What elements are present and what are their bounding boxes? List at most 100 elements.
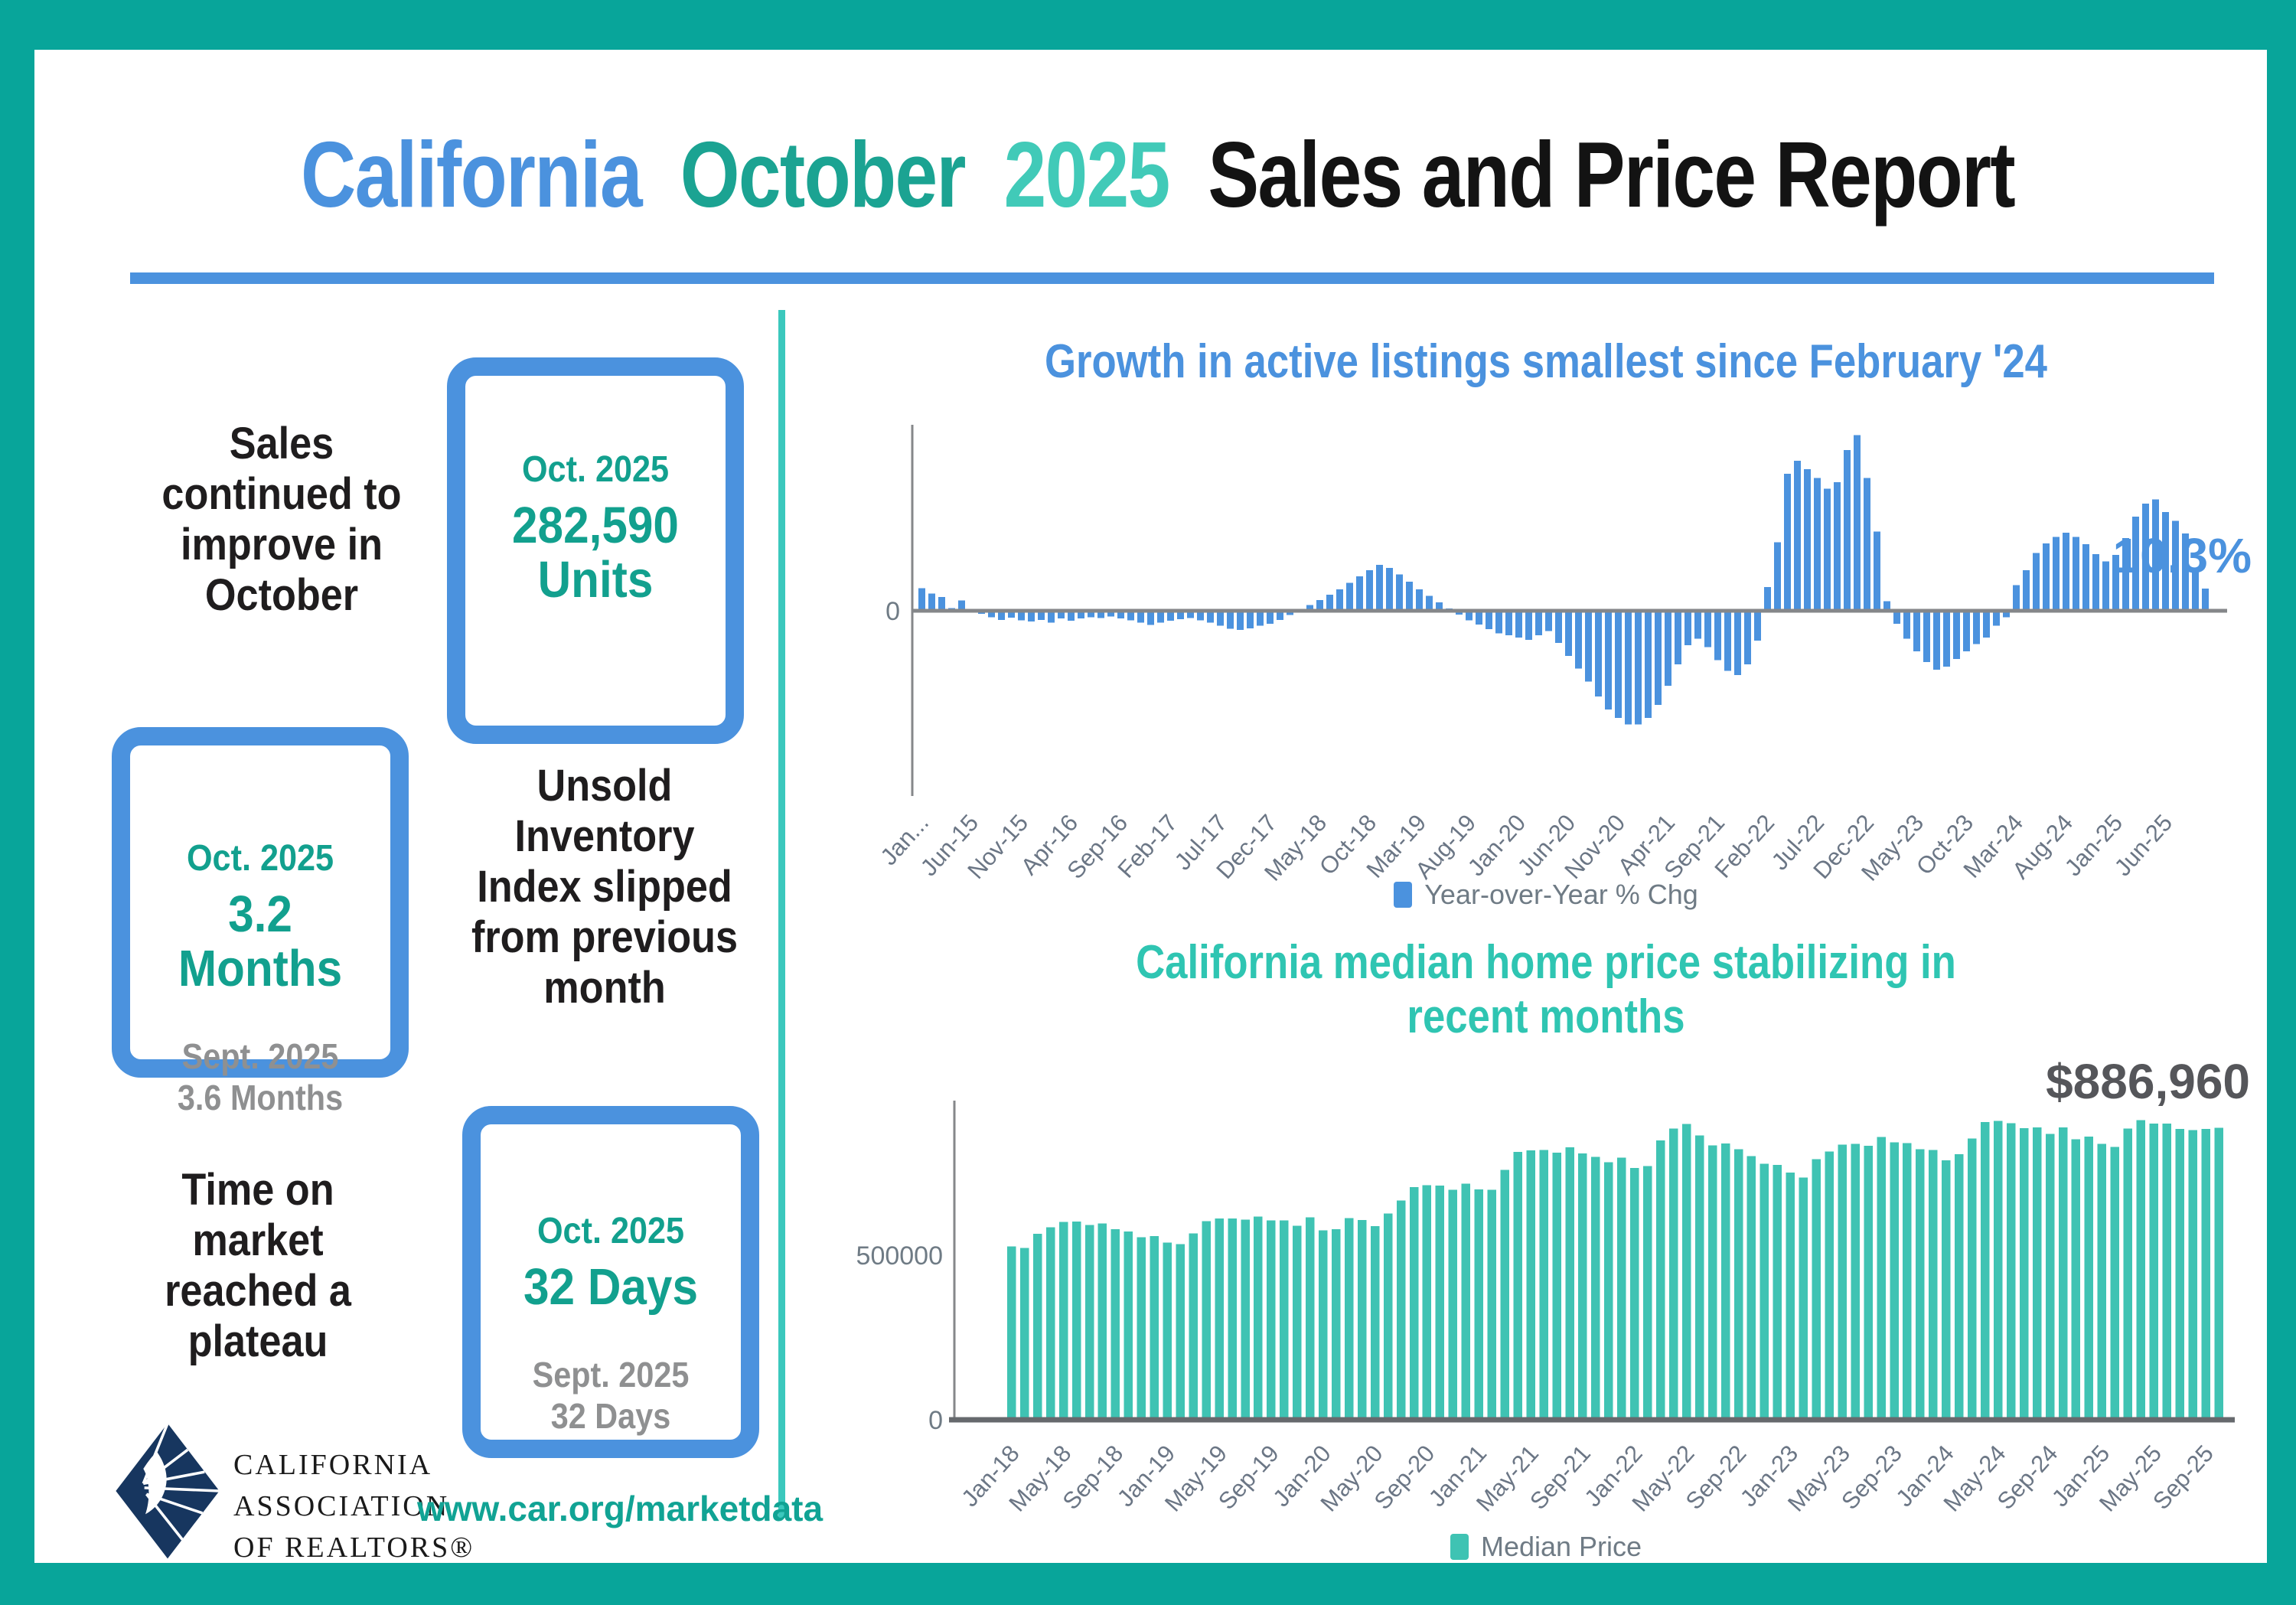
- bar: [2188, 1130, 2197, 1420]
- bar: [1814, 478, 1821, 611]
- bar: [2071, 1139, 2081, 1420]
- y-tick-label: 0: [885, 597, 900, 626]
- bar: [1332, 1229, 1341, 1420]
- bar: [1187, 611, 1194, 618]
- bar: [1254, 1216, 1263, 1420]
- bar: [2149, 1123, 2158, 1420]
- bar: [2110, 1147, 2120, 1420]
- bar: [1127, 611, 1134, 621]
- bar: [2175, 1128, 2184, 1420]
- bar: [1495, 611, 1502, 634]
- title-underline: [130, 272, 2214, 284]
- bar: [1812, 1159, 1821, 1420]
- bar: [1605, 611, 1612, 710]
- bar: [1147, 611, 1154, 625]
- bar: [1774, 542, 1781, 611]
- bar: [1163, 1242, 1172, 1420]
- bar: [958, 600, 965, 611]
- bar: [1326, 595, 1333, 611]
- bar: [2112, 555, 2119, 611]
- bar: [1643, 1166, 1652, 1420]
- listings-growth-chart: 0 Jan... Jun-15 Nov-15 Apr-16 Sep-16 Feb-17 Jul…: [857, 413, 2265, 934]
- bar: [1038, 611, 1045, 620]
- bar: [1773, 1164, 1782, 1420]
- bar: [1257, 611, 1264, 626]
- bar: [988, 611, 995, 618]
- bar: [1084, 1225, 1094, 1420]
- page-title: California October 2025 Sales and Price …: [301, 121, 2016, 228]
- bar: [1834, 482, 1841, 611]
- stat-time-period: Oct. 2025: [536, 1211, 685, 1251]
- bar: [1615, 611, 1622, 718]
- bar: [1409, 1187, 1419, 1420]
- bar: [1137, 1237, 1146, 1420]
- bar: [1020, 1248, 1029, 1420]
- bar: [1555, 611, 1562, 643]
- bar: [1124, 1231, 1133, 1420]
- bar: [1176, 1244, 1185, 1420]
- bar: [1724, 611, 1731, 671]
- bar: [1874, 531, 1880, 611]
- stat-label-time-on-market: Time on market reached a plateau: [165, 1165, 351, 1367]
- bar: [1585, 611, 1592, 682]
- bar: [1416, 589, 1423, 611]
- bar: [2123, 1128, 2133, 1420]
- bar: [1150, 1236, 1159, 1420]
- stat-time-previous: Sept. 2025 32 Days: [532, 1355, 690, 1437]
- bar: [1466, 611, 1473, 621]
- bar: [1656, 1140, 1665, 1420]
- bar: [2092, 553, 2099, 611]
- bar: [1336, 589, 1343, 611]
- bar: [1267, 1220, 1276, 1420]
- bar: [1088, 611, 1094, 618]
- bar: [1448, 1189, 1458, 1420]
- bar: [1953, 611, 1960, 659]
- bar: [2162, 512, 2169, 611]
- bar: [1973, 611, 1980, 644]
- bar: [1007, 1246, 1016, 1420]
- bar: [1704, 611, 1711, 648]
- stat-label-inventory: Unsold Inventory Index slipped from prev…: [471, 761, 739, 1013]
- chart2-legend-label: Median Price: [1480, 1531, 1642, 1562]
- bar: [2053, 537, 2060, 611]
- bar: [2019, 1127, 2029, 1420]
- bar: [1744, 611, 1751, 664]
- bar: [998, 611, 1005, 620]
- marketdata-url: www.car.org/marketdata: [417, 1489, 823, 1528]
- bar: [2032, 1127, 2042, 1420]
- chart1-legend: Year-over-Year % Chg: [842, 879, 2250, 911]
- bar: [1487, 1189, 1496, 1420]
- bar: [1346, 582, 1353, 611]
- bar: [1277, 611, 1283, 620]
- bar: [1786, 1172, 1795, 1420]
- bar: [1903, 611, 1910, 639]
- bar: [1107, 611, 1114, 617]
- bar: [918, 588, 925, 611]
- bar: [1720, 1143, 1730, 1420]
- bar: [1746, 1156, 1756, 1420]
- stat-inventory-previous: Sept. 2025 3.6 Months: [177, 1036, 344, 1118]
- y-tick-label: 500000: [857, 1241, 943, 1271]
- bar: [1838, 1144, 1847, 1420]
- chart1-legend-label: Year-over-Year % Chg: [1424, 879, 1698, 910]
- title-california: California: [301, 122, 643, 227]
- bar: [2132, 516, 2139, 611]
- bar: [1058, 611, 1065, 619]
- bar: [1068, 611, 1075, 621]
- bar: [1714, 611, 1721, 661]
- bar: [2023, 569, 2030, 611]
- bar: [1008, 611, 1015, 618]
- bar: [2082, 544, 2089, 611]
- bar: [1137, 611, 1144, 623]
- bar: [1202, 1221, 1211, 1420]
- bar: [1396, 574, 1403, 611]
- bar: [2122, 537, 2129, 611]
- stat-box-sales: Oct. 2025 282,590 Units: [447, 357, 744, 744]
- bar: [1890, 1142, 1899, 1420]
- bar: [1933, 611, 1940, 670]
- bar: [1280, 1220, 1289, 1420]
- bar: [1357, 1220, 1367, 1420]
- bar: [1435, 1186, 1445, 1420]
- bar: [1645, 611, 1652, 718]
- bar: [1968, 1138, 1977, 1420]
